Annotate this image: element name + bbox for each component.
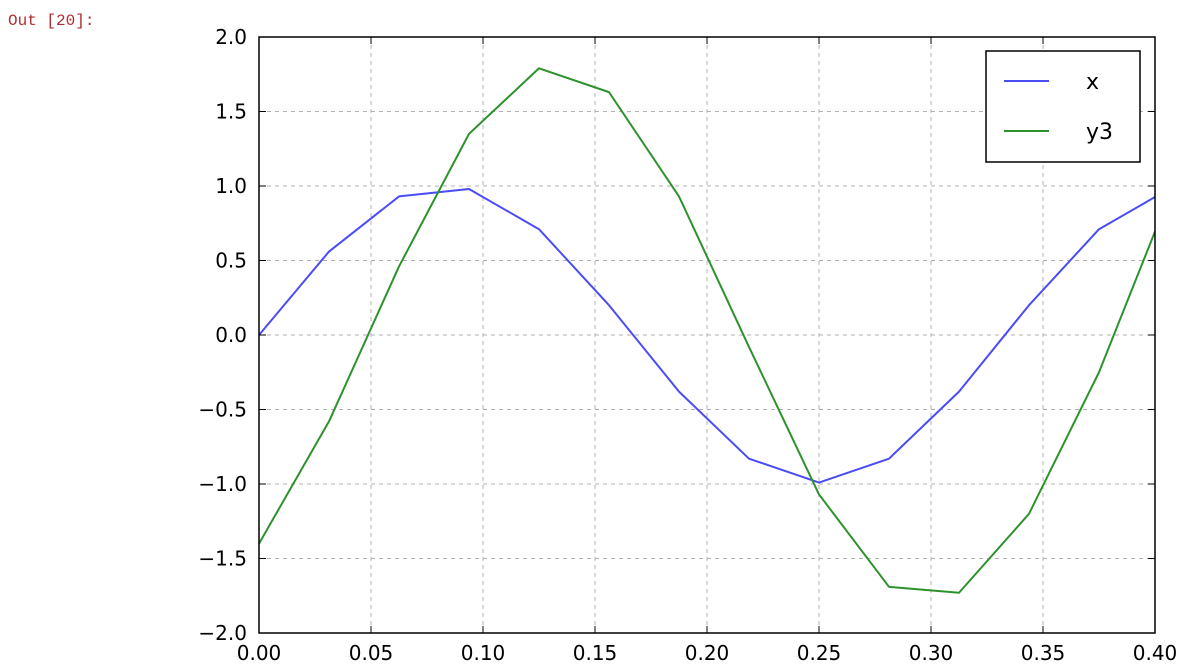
legend-box [985, 50, 1141, 163]
output-prompt: Out [20]: [8, 12, 95, 30]
y-tick-label: −1.0 [198, 472, 247, 496]
y-tick-label: 1.0 [215, 174, 247, 198]
x-tick-label: 0.10 [461, 641, 506, 665]
x-tick-label: 0.35 [1021, 641, 1066, 665]
x-tick-label: 0.25 [797, 641, 842, 665]
axis-ticks [258, 36, 1156, 634]
y-tick-label: −1.5 [198, 547, 247, 571]
series-line-y3 [259, 67, 1155, 594]
y-tick-label: 0.0 [215, 323, 247, 347]
legend: x y3 [985, 50, 1141, 163]
y-tick-label: −2.0 [198, 621, 247, 645]
y-tick-label: 0.5 [215, 249, 247, 273]
x-tick-label: 0.30 [909, 641, 954, 665]
y-tick-label: 2.0 [215, 25, 247, 49]
x-tick-label: 0.00 [237, 641, 282, 665]
y-axis-tick-labels: 2.0 1.5 1.0 0.5 0.0 −0.5 −1.0 −1.5 −2.0 [198, 25, 247, 645]
x-tick-label: 0.40 [1133, 641, 1178, 665]
series-lines [259, 67, 1155, 594]
legend-label-x: x [1086, 70, 1099, 95]
y-tick-label: −0.5 [198, 398, 247, 422]
y-tick-label: 1.5 [215, 100, 247, 124]
x-tick-label: 0.05 [349, 641, 394, 665]
series-line-x [259, 187, 1155, 484]
x-tick-label: 0.20 [685, 641, 730, 665]
x-tick-label: 0.15 [573, 641, 618, 665]
legend-label-y3: y3 [1086, 120, 1113, 145]
x-axis-tick-labels: 0.00 0.05 0.10 0.15 0.20 0.25 0.30 0.35 0.40 [237, 641, 1178, 665]
